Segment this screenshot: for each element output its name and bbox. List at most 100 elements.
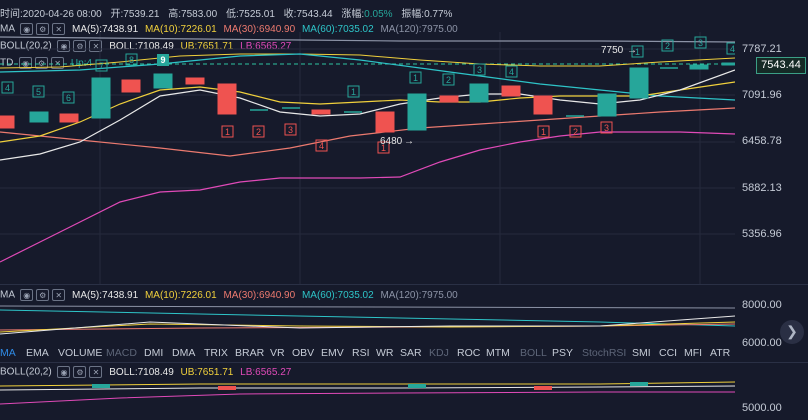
panel3-candles: [92, 382, 648, 388]
tab-cci[interactable]: CCI: [659, 347, 678, 359]
candle: [375, 111, 395, 133]
tab-dma[interactable]: DMA: [172, 347, 196, 359]
tab-sar[interactable]: SAR: [400, 347, 422, 359]
gear-icon[interactable]: ⚙: [36, 23, 50, 35]
tab-brar[interactable]: BRAR: [235, 347, 265, 359]
candle: [689, 64, 709, 70]
gear-icon[interactable]: ⚙: [73, 366, 87, 378]
tab-atr[interactable]: ATR: [710, 347, 731, 359]
tab-vr[interactable]: VR: [270, 347, 285, 359]
candle: [501, 85, 521, 97]
tab-kdj[interactable]: KDJ: [429, 347, 449, 359]
eye-icon[interactable]: ◉: [20, 289, 34, 301]
panel2-ma5-line: [0, 315, 735, 335]
tab-macd[interactable]: MACD: [106, 347, 137, 359]
svg-text:3: 3: [604, 123, 609, 133]
close-icon[interactable]: ✕: [89, 40, 103, 52]
tab-rsi[interactable]: RSI: [352, 347, 370, 359]
candle: [533, 95, 553, 115]
panel3-boll-line: [0, 385, 735, 391]
svg-text:1: 1: [413, 73, 418, 83]
panel2-chart[interactable]: [0, 300, 735, 344]
boll-value: BOLL:7108.49: [109, 40, 174, 52]
svg-text:4: 4: [509, 67, 514, 77]
tab-mfi[interactable]: MFI: [684, 347, 703, 359]
tab-roc[interactable]: ROC: [457, 347, 481, 359]
td-legend: TD ◉⚙✕ Up:4: [0, 57, 92, 69]
td-indicator-name: TD: [0, 57, 14, 69]
price-tick: 7787.21: [742, 43, 782, 55]
candle: [217, 83, 237, 115]
candle: [629, 67, 649, 99]
eye-icon[interactable]: ◉: [57, 366, 71, 378]
tab-boll[interactable]: BOLL: [520, 347, 547, 359]
main-chart[interactable]: 4 5 6 7 8 1 1 2 3 4 1 2 3 4 9 1 2 3 4 1 1 2 3 7750 → 6…: [0, 32, 735, 284]
boll-upper-line: [0, 53, 735, 69]
panel2-tick: 6000.00: [742, 337, 782, 349]
panel3-legend: BOLL(20,2) ◉ ⚙ ✕ BOLL:7108.49 UB:7651.71 L…: [0, 366, 291, 378]
close-label: 收:7543.44: [283, 9, 333, 20]
tab-psy[interactable]: PSY: [552, 347, 574, 359]
td-markers-up: [1, 36, 735, 104]
gear-icon[interactable]: ⚙: [35, 57, 49, 69]
panel3-chart[interactable]: [0, 378, 735, 420]
tab-dmi[interactable]: DMI: [144, 347, 164, 359]
ma120-value: MA(120):7975.00: [380, 23, 458, 35]
tab-smi[interactable]: SMI: [632, 347, 651, 359]
eye-icon[interactable]: ◉: [20, 23, 34, 35]
tab-trix[interactable]: TRIX: [204, 347, 228, 359]
tab-mtm[interactable]: MTM: [486, 347, 510, 359]
candles: [0, 62, 735, 133]
candle: [153, 73, 173, 89]
svg-text:4: 4: [5, 83, 10, 93]
open-label: 开:7539.21: [110, 9, 160, 20]
high-annotation: 7750: [601, 45, 624, 56]
candle: [407, 93, 427, 131]
tab-stochrsi[interactable]: StochRSI: [582, 347, 627, 359]
tab-ma[interactable]: MA: [0, 347, 16, 359]
svg-text:1: 1: [381, 143, 386, 153]
tab-ema[interactable]: EMA: [26, 347, 49, 359]
svg-text:6: 6: [66, 93, 71, 103]
td-numbers-up: 4 5 6 7 8 1 1 2 3 4 1 2 3 4: [5, 38, 735, 103]
tab-emv[interactable]: EMV: [321, 347, 344, 359]
panel2-indicator-name: MA: [0, 289, 15, 301]
boll-indicator-name: BOLL(20,2): [0, 40, 52, 52]
high-arrow: →: [627, 45, 637, 56]
svg-text:2: 2: [573, 127, 578, 137]
panel2-legend: MA ◉ ⚙ ✕ MA(5):7438.91 MA(10):7226.01 MA(3…: [0, 289, 458, 301]
tab-obv[interactable]: OBV: [292, 347, 315, 359]
svg-text:1: 1: [635, 47, 640, 57]
panel2-ma60-line: [0, 309, 735, 327]
low-label: 低:7525.01: [225, 9, 275, 20]
candle: [439, 95, 459, 103]
close-icon[interactable]: ✕: [89, 366, 103, 378]
candle-info-header: 时间:2020-04-26 08:00 开:7539.21 高:7583.00 …: [0, 5, 452, 20]
candle: [311, 109, 331, 115]
ma-legend: MA ◉ ⚙ ✕ MA(5):7438.91 MA(10):7226.01 MA(3…: [0, 23, 458, 35]
svg-text:1: 1: [225, 127, 230, 137]
chevron-right-icon[interactable]: ❯: [780, 320, 804, 344]
ma5-value: MA(5):7438.91: [72, 23, 139, 35]
panel3-indicator-name: BOLL(20,2): [0, 366, 52, 378]
grid: [0, 32, 735, 284]
price-tick: 6458.78: [742, 135, 782, 147]
panel-divider: [0, 284, 808, 285]
price-tick: 7091.96: [742, 89, 782, 101]
boll-lb-value: LB:6565.27: [240, 40, 292, 52]
svg-text:3: 3: [477, 65, 482, 75]
low-arrow: →: [404, 136, 414, 147]
candle: [469, 83, 489, 103]
eye-icon[interactable]: ◉: [19, 57, 33, 69]
svg-text:2: 2: [256, 127, 261, 137]
gear-icon[interactable]: ⚙: [73, 40, 87, 52]
eye-icon[interactable]: ◉: [57, 40, 71, 52]
gear-icon[interactable]: ⚙: [36, 289, 50, 301]
panel2-ma120: MA(120):7975.00: [380, 289, 458, 301]
tab-wr[interactable]: WR: [376, 347, 394, 359]
price-tick: 5356.96: [742, 228, 782, 240]
tab-volume[interactable]: VOLUME: [58, 347, 103, 359]
ma60-value: MA(60):7035.02: [301, 23, 374, 35]
candle: [121, 79, 141, 93]
ma30-value: MA(30):6940.90: [223, 23, 296, 35]
